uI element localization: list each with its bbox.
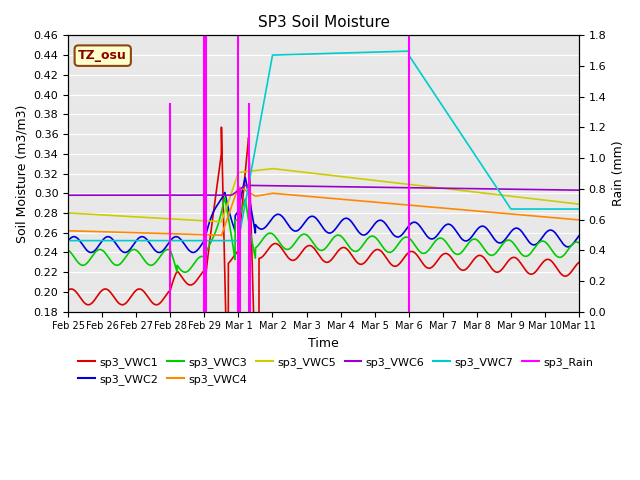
Y-axis label: Rain (mm): Rain (mm) bbox=[612, 141, 625, 206]
Y-axis label: Soil Moisture (m3/m3): Soil Moisture (m3/m3) bbox=[15, 104, 28, 243]
Title: SP3 Soil Moisture: SP3 Soil Moisture bbox=[257, 15, 390, 30]
Text: TZ_osu: TZ_osu bbox=[78, 49, 127, 62]
Legend: sp3_VWC1, sp3_VWC2, sp3_VWC3, sp3_VWC4, sp3_VWC5, sp3_VWC6, sp3_VWC7, sp3_Rain: sp3_VWC1, sp3_VWC2, sp3_VWC3, sp3_VWC4, … bbox=[74, 353, 598, 389]
X-axis label: Time: Time bbox=[308, 337, 339, 350]
